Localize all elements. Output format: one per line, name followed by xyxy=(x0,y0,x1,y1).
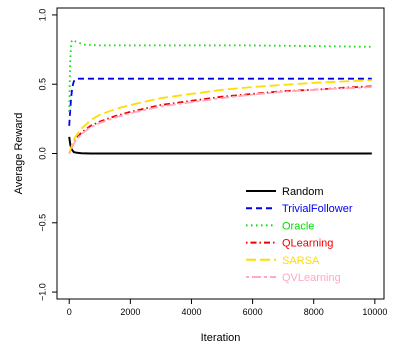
series-layer xyxy=(68,38,372,155)
x-tick-label: 10000 xyxy=(362,307,387,317)
legend-label: Random xyxy=(282,186,324,198)
y-tick-label: −0.5 xyxy=(37,214,47,232)
series-line-qvlearning xyxy=(68,86,372,154)
x-tick-label: 8000 xyxy=(304,307,324,317)
series-line-sarsa xyxy=(68,79,372,154)
x-tick-label: 0 xyxy=(67,307,72,317)
y-tick-label: −1.0 xyxy=(37,283,47,301)
y-tick-label: 0.0 xyxy=(37,147,47,160)
legend-label: Oracle xyxy=(282,220,314,232)
series-line-oracle xyxy=(68,38,372,112)
series-line-random xyxy=(68,136,372,155)
series-line-trivialfollower xyxy=(68,77,372,126)
legend-label: TrivialFollower xyxy=(282,203,353,215)
axes-layer: 0 2000 4000 6000 8000 10000 −1.0 −0.5 0.0 0.5 1.0 xyxy=(37,9,387,317)
y-axis-title: Average Reward xyxy=(13,113,25,195)
y-tick-label: 1.0 xyxy=(37,9,47,22)
x-axis-title: Iteration xyxy=(201,332,241,344)
legend: Random TrivialFollower Oracle QLearning SARS… xyxy=(246,186,353,284)
legend-label: QVLearning xyxy=(282,272,341,284)
legend-label: QLearning xyxy=(282,238,333,250)
y-tick-label: 0.5 xyxy=(37,78,47,91)
x-tick-label: 4000 xyxy=(181,307,201,317)
x-tick-label: 2000 xyxy=(120,307,140,317)
x-tick-label: 6000 xyxy=(243,307,263,317)
legend-label: SARSA xyxy=(282,255,320,267)
series-line-qlearning xyxy=(68,85,372,154)
